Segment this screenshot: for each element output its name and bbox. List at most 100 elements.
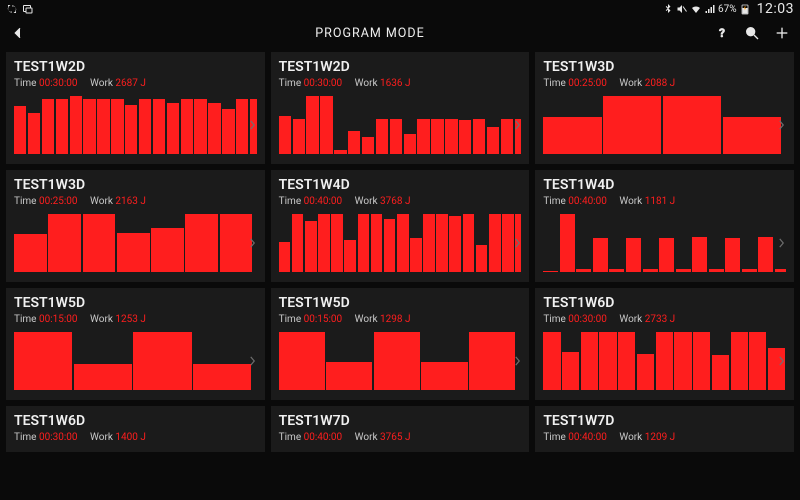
wifi-icon [690, 3, 702, 15]
program-card[interactable]: TEST1W7D Time 00:40:00 Work 1209 J [535, 406, 794, 452]
chart-bar [562, 352, 579, 390]
program-name: TEST1W7D [543, 413, 786, 429]
bluetooth-icon [662, 3, 674, 15]
program-card[interactable]: TEST1W4D Time 00:40:00 Work 3768 J [271, 170, 530, 282]
chart-bar [469, 332, 515, 390]
program-name: TEST1W6D [543, 295, 786, 311]
chart-bar [74, 364, 132, 390]
program-name: TEST1W2D [279, 59, 522, 75]
chart-bar [576, 269, 591, 272]
open-program-button[interactable] [776, 115, 788, 135]
chart-bar [436, 214, 448, 272]
open-program-button[interactable] [776, 351, 788, 371]
add-button[interactable] [774, 25, 790, 41]
chart-bar [676, 269, 691, 272]
chart-bar [331, 214, 343, 272]
mute-icon [676, 3, 688, 15]
work-label: Work [90, 78, 115, 89]
chart-bar [599, 332, 616, 390]
open-program-button[interactable] [247, 115, 259, 135]
program-time: 00:40:00 [568, 196, 607, 207]
chart-bar [376, 119, 388, 154]
chart-bar [320, 96, 332, 154]
chart-bar [292, 214, 304, 272]
program-card[interactable]: TEST1W3D Time 00:25:00 Work 2088 J [535, 52, 794, 164]
program-card[interactable]: TEST1W7D Time 00:40:00 Work 3765 J [271, 406, 530, 452]
program-card[interactable]: TEST1W2D Time 00:30:00 Work 1636 J [271, 52, 530, 164]
chart-bar [193, 364, 251, 390]
program-card[interactable]: TEST1W2D Time 00:30:00 Work 2687 J [6, 52, 265, 164]
program-time: 00:30:00 [39, 78, 78, 89]
chart-bar [560, 214, 575, 272]
chart-bar [626, 238, 641, 272]
program-work: 3765 J [380, 432, 410, 443]
program-name: TEST1W5D [14, 295, 257, 311]
back-button[interactable] [10, 25, 26, 41]
app-header: PROGRAM MODE ? [0, 18, 800, 48]
chart-bar [344, 240, 356, 272]
chart-bar [543, 332, 560, 390]
program-work: 3768 J [380, 196, 410, 207]
program-work: 1181 J [645, 196, 675, 207]
program-time: 00:25:00 [568, 78, 607, 89]
chart-bar [731, 332, 748, 390]
chart-bar [692, 237, 707, 272]
program-card[interactable]: TEST1W4D Time 00:40:00 Work 1181 J [535, 170, 794, 282]
chart-bar [410, 238, 422, 272]
open-program-button[interactable] [247, 351, 259, 371]
chart-bar [374, 332, 420, 390]
chart-bar [487, 127, 499, 154]
open-program-button[interactable] [511, 233, 523, 253]
program-name: TEST1W3D [543, 59, 786, 75]
program-card[interactable]: TEST1W5D Time 00:15:00 Work 1298 J [271, 288, 530, 400]
chart-bar [111, 99, 123, 154]
chart-bar [83, 214, 116, 272]
program-chart [279, 332, 522, 390]
chart-bar [167, 103, 179, 154]
program-card[interactable]: TEST1W6D Time 00:30:00 Work 1400 J [6, 406, 265, 452]
program-time: 00:30:00 [568, 314, 607, 325]
program-time: 00:25:00 [39, 196, 78, 207]
open-program-button[interactable] [776, 233, 788, 253]
open-program-button[interactable] [511, 351, 523, 371]
chart-bar [279, 116, 291, 154]
chart-bar [181, 99, 193, 154]
chart-bar [421, 362, 467, 390]
program-name: TEST1W5D [279, 295, 522, 311]
program-time: 00:40:00 [568, 432, 607, 443]
help-button[interactable]: ? [714, 25, 730, 41]
program-name: TEST1W6D [14, 413, 257, 429]
program-time: 00:40:00 [304, 432, 343, 443]
chart-bar [758, 237, 773, 272]
chart-bar [117, 233, 150, 272]
open-program-button[interactable] [247, 233, 259, 253]
program-card[interactable]: TEST1W5D Time 00:15:00 Work 1253 J [6, 288, 265, 400]
program-card[interactable]: TEST1W6D Time 00:30:00 Work 2733 J [535, 288, 794, 400]
chart-bar [674, 332, 691, 390]
chart-bar [449, 216, 461, 272]
time-label: Time [14, 432, 39, 443]
work-label: Work [90, 432, 115, 443]
chart-bar [397, 214, 409, 272]
work-label: Work [619, 78, 644, 89]
chart-bar [305, 221, 317, 272]
program-name: TEST1W4D [279, 177, 522, 193]
chart-bar [603, 96, 661, 154]
program-chart [543, 332, 786, 390]
program-work: 2733 J [645, 314, 675, 325]
chart-bar [56, 99, 68, 154]
chart-bar [742, 269, 757, 272]
chart-bar [293, 119, 305, 154]
open-program-button[interactable] [511, 115, 523, 135]
program-name: TEST1W3D [14, 177, 257, 193]
program-card[interactable]: TEST1W3D Time 00:25:00 Work 2163 J [6, 170, 265, 282]
program-time: 00:30:00 [39, 432, 78, 443]
program-time: 00:30:00 [304, 78, 343, 89]
program-work: 2687 J [115, 78, 145, 89]
program-chart [14, 96, 257, 154]
battery-text: 67% [718, 4, 737, 15]
work-label: Work [355, 314, 380, 325]
search-button[interactable] [744, 25, 760, 41]
program-meta: Time 00:25:00 Work 2088 J [543, 78, 786, 89]
chart-bar [139, 99, 151, 154]
